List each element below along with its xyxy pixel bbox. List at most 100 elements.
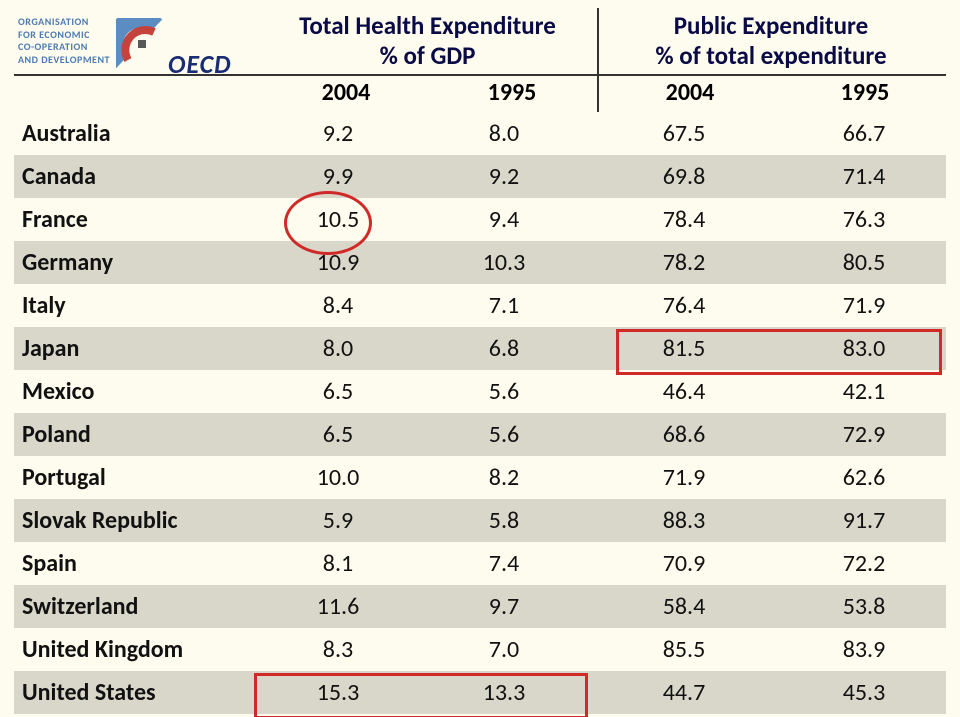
- data-cell: 85.5: [614, 628, 754, 671]
- data-cell: 10.0: [268, 456, 408, 499]
- data-cell: 71.4: [794, 155, 934, 198]
- logo-line: CO-OPERATION: [18, 40, 88, 53]
- country-cell: Italy: [14, 284, 252, 327]
- data-cell: 91.7: [794, 499, 934, 542]
- data-cell: 58.4: [614, 585, 754, 628]
- data-cell: 78.4: [614, 198, 754, 241]
- country-cell: Slovak Republic: [14, 499, 252, 542]
- data-cell: 9.4: [434, 198, 574, 241]
- table-row: France 10.5 9.4 78.4 76.3: [14, 198, 946, 241]
- table-row: Slovak Republic 5.9 5.8 88.3 91.7: [14, 499, 946, 542]
- data-cell: 45.3: [794, 671, 934, 714]
- header-public-exp-text: Public Expenditure % of total expenditur…: [655, 11, 886, 71]
- data-cell: 78.2: [614, 241, 754, 284]
- logo-line: AND DEVELOPMENT: [18, 53, 110, 66]
- table-row: Australia 9.2 8.0 67.5 66.7: [14, 112, 946, 155]
- table-row: Mexico 6.5 5.6 46.4 42.1: [14, 370, 946, 413]
- table-row: United Kingdom 8.3 7.0 85.5 83.9: [14, 628, 946, 671]
- country-cell: Canada: [14, 155, 252, 198]
- country-cell: France: [14, 198, 252, 241]
- data-cell: 7.1: [434, 284, 574, 327]
- country-cell: Spain: [14, 542, 252, 585]
- data-rows: Australia 9.2 8.0 67.5 66.7 Canada 9.9 9…: [14, 112, 946, 714]
- data-cell: 67.5: [614, 112, 754, 155]
- data-cell: 10.9: [268, 241, 408, 284]
- country-cell: Mexico: [14, 370, 252, 413]
- table-row: Italy 8.4 7.1 76.4 71.9: [14, 284, 946, 327]
- data-cell: 71.9: [614, 456, 754, 499]
- data-cell: 46.4: [614, 370, 754, 413]
- table-row: United States 15.3 13.3 44.7 45.3: [14, 671, 946, 714]
- header-public-exp: Public Expenditure % of total expenditur…: [597, 8, 945, 74]
- data-cell: 7.0: [434, 628, 574, 671]
- data-cell: 71.9: [794, 284, 934, 327]
- data-cell: 83.9: [794, 628, 934, 671]
- country-cell: Australia: [14, 112, 252, 155]
- header-total-health: Total Health Expenditure % of GDP: [258, 8, 597, 74]
- data-cell: 11.6: [268, 585, 408, 628]
- data-cell: 5.6: [434, 370, 574, 413]
- table-row: Switzerland 11.6 9.7 58.4 53.8: [14, 585, 946, 628]
- data-cell: 8.2: [434, 456, 574, 499]
- data-cell: 6.5: [268, 370, 408, 413]
- table-row: Spain 8.1 7.4 70.9 72.2: [14, 542, 946, 585]
- logo-arc-icon: [116, 18, 166, 68]
- table-row: Germany 10.9 10.3 78.2 80.5: [14, 241, 946, 284]
- data-cell: 9.2: [268, 112, 408, 155]
- data-cell: 69.8: [614, 155, 754, 198]
- data-cell: 80.5: [794, 241, 934, 284]
- data-cell: 62.6: [794, 456, 934, 499]
- data-cell: 6.8: [434, 327, 574, 370]
- data-cell: 8.0: [434, 112, 574, 155]
- table-row: Canada 9.9 9.2 69.8 71.4: [14, 155, 946, 198]
- year-col3: 2004: [640, 78, 740, 107]
- country-cell: Germany: [14, 241, 252, 284]
- table-row: Japan 8.0 6.8 81.5 83.0: [14, 327, 946, 370]
- logo-org-text: ORGANISATION FOR ECONOMIC CO-OPERATION A…: [18, 16, 110, 66]
- table-row: Poland 6.5 5.6 68.6 72.9: [14, 413, 946, 456]
- country-cell: United Kingdom: [14, 628, 252, 671]
- data-cell: 70.9: [614, 542, 754, 585]
- data-cell: 9.2: [434, 155, 574, 198]
- year-col2: 1995: [462, 78, 562, 107]
- logo-line: FOR ECONOMIC: [18, 28, 90, 41]
- data-cell: 9.7: [434, 585, 574, 628]
- data-cell: 9.9: [268, 155, 408, 198]
- table-row: Portugal 10.0 8.2 71.9 62.6: [14, 456, 946, 499]
- year-col1: 2004: [296, 78, 396, 107]
- data-cell: 81.5: [614, 327, 754, 370]
- data-cell: 10.3: [434, 241, 574, 284]
- data-cell: 13.3: [434, 671, 574, 714]
- year-col4: 1995: [815, 78, 915, 107]
- country-cell: Poland: [14, 413, 252, 456]
- oecd-logo: ORGANISATION FOR ECONOMIC CO-OPERATION A…: [18, 10, 248, 105]
- data-cell: 5.9: [268, 499, 408, 542]
- header-total-health-text: Total Health Expenditure % of GDP: [299, 11, 556, 71]
- data-cell: 72.2: [794, 542, 934, 585]
- data-cell: 42.1: [794, 370, 934, 413]
- data-cell: 6.5: [268, 413, 408, 456]
- data-cell: 7.4: [434, 542, 574, 585]
- data-cell: 8.1: [268, 542, 408, 585]
- data-cell: 72.9: [794, 413, 934, 456]
- data-cell: 5.8: [434, 499, 574, 542]
- country-cell: Japan: [14, 327, 252, 370]
- data-cell: 66.7: [794, 112, 934, 155]
- data-cell: 8.0: [268, 327, 408, 370]
- data-cell: 10.5: [268, 198, 408, 241]
- data-cell: 8.3: [268, 628, 408, 671]
- data-cell: 88.3: [614, 499, 754, 542]
- logo-line: ORGANISATION: [18, 15, 89, 28]
- country-cell: Portugal: [14, 456, 252, 499]
- data-cell: 76.3: [794, 198, 934, 241]
- data-cell: 15.3: [268, 671, 408, 714]
- header-rule-top: [14, 74, 946, 76]
- data-cell: 5.6: [434, 413, 574, 456]
- data-cell: 8.4: [268, 284, 408, 327]
- data-cell: 83.0: [794, 327, 934, 370]
- slide: { "logo_text_line1": "ORGANISATION", "lo…: [0, 0, 960, 717]
- data-cell: 53.8: [794, 585, 934, 628]
- data-cell: 44.7: [614, 671, 754, 714]
- data-cell: 68.6: [614, 413, 754, 456]
- data-cell: 76.4: [614, 284, 754, 327]
